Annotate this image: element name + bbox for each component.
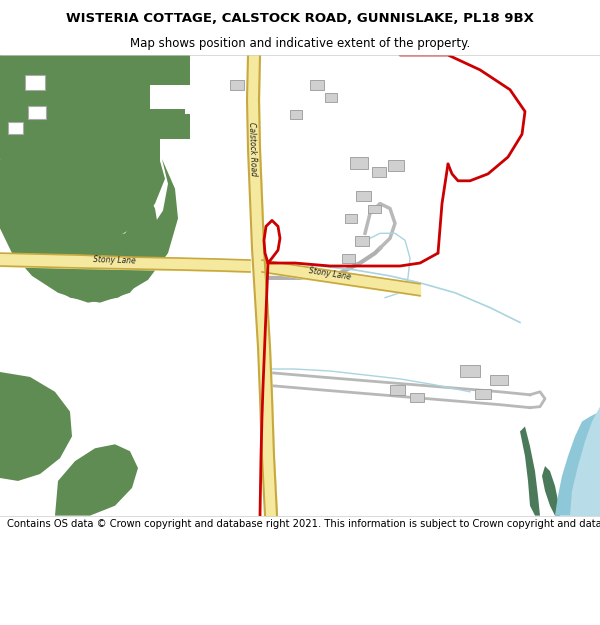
Polygon shape (555, 412, 600, 516)
Text: Calstock Road: Calstock Road (247, 122, 257, 176)
Bar (8, 122, 23, 134)
Bar (388, 160, 404, 171)
Text: Stony Lane: Stony Lane (308, 266, 352, 282)
Polygon shape (542, 466, 560, 516)
Bar (460, 365, 480, 377)
Polygon shape (0, 372, 72, 516)
Bar (475, 389, 491, 399)
Polygon shape (520, 426, 540, 516)
Bar (372, 167, 386, 177)
Bar (490, 375, 508, 385)
Text: WISTERIA COTTAGE, CALSTOCK ROAD, GUNNISLAKE, PL18 9BX: WISTERIA COTTAGE, CALSTOCK ROAD, GUNNISL… (66, 12, 534, 25)
Polygon shape (0, 129, 178, 372)
Bar (355, 236, 369, 246)
Bar (345, 214, 357, 223)
Polygon shape (0, 55, 185, 164)
Bar (290, 111, 302, 119)
Bar (350, 157, 368, 169)
Bar (25, 75, 45, 89)
Text: Stony Lane: Stony Lane (94, 255, 137, 265)
Polygon shape (55, 444, 138, 516)
Bar (410, 392, 424, 402)
Bar (230, 80, 244, 89)
Bar (342, 254, 355, 263)
Polygon shape (0, 55, 190, 161)
Bar (310, 80, 324, 89)
Polygon shape (570, 407, 600, 516)
Bar (28, 106, 46, 119)
Text: Map shows position and indicative extent of the property.: Map shows position and indicative extent… (130, 38, 470, 51)
Bar (390, 385, 405, 395)
Bar (325, 92, 337, 101)
Polygon shape (0, 144, 160, 387)
Bar (356, 191, 371, 201)
Bar (368, 204, 381, 214)
Text: Contains OS data © Crown copyright and database right 2021. This information is : Contains OS data © Crown copyright and d… (7, 519, 600, 529)
